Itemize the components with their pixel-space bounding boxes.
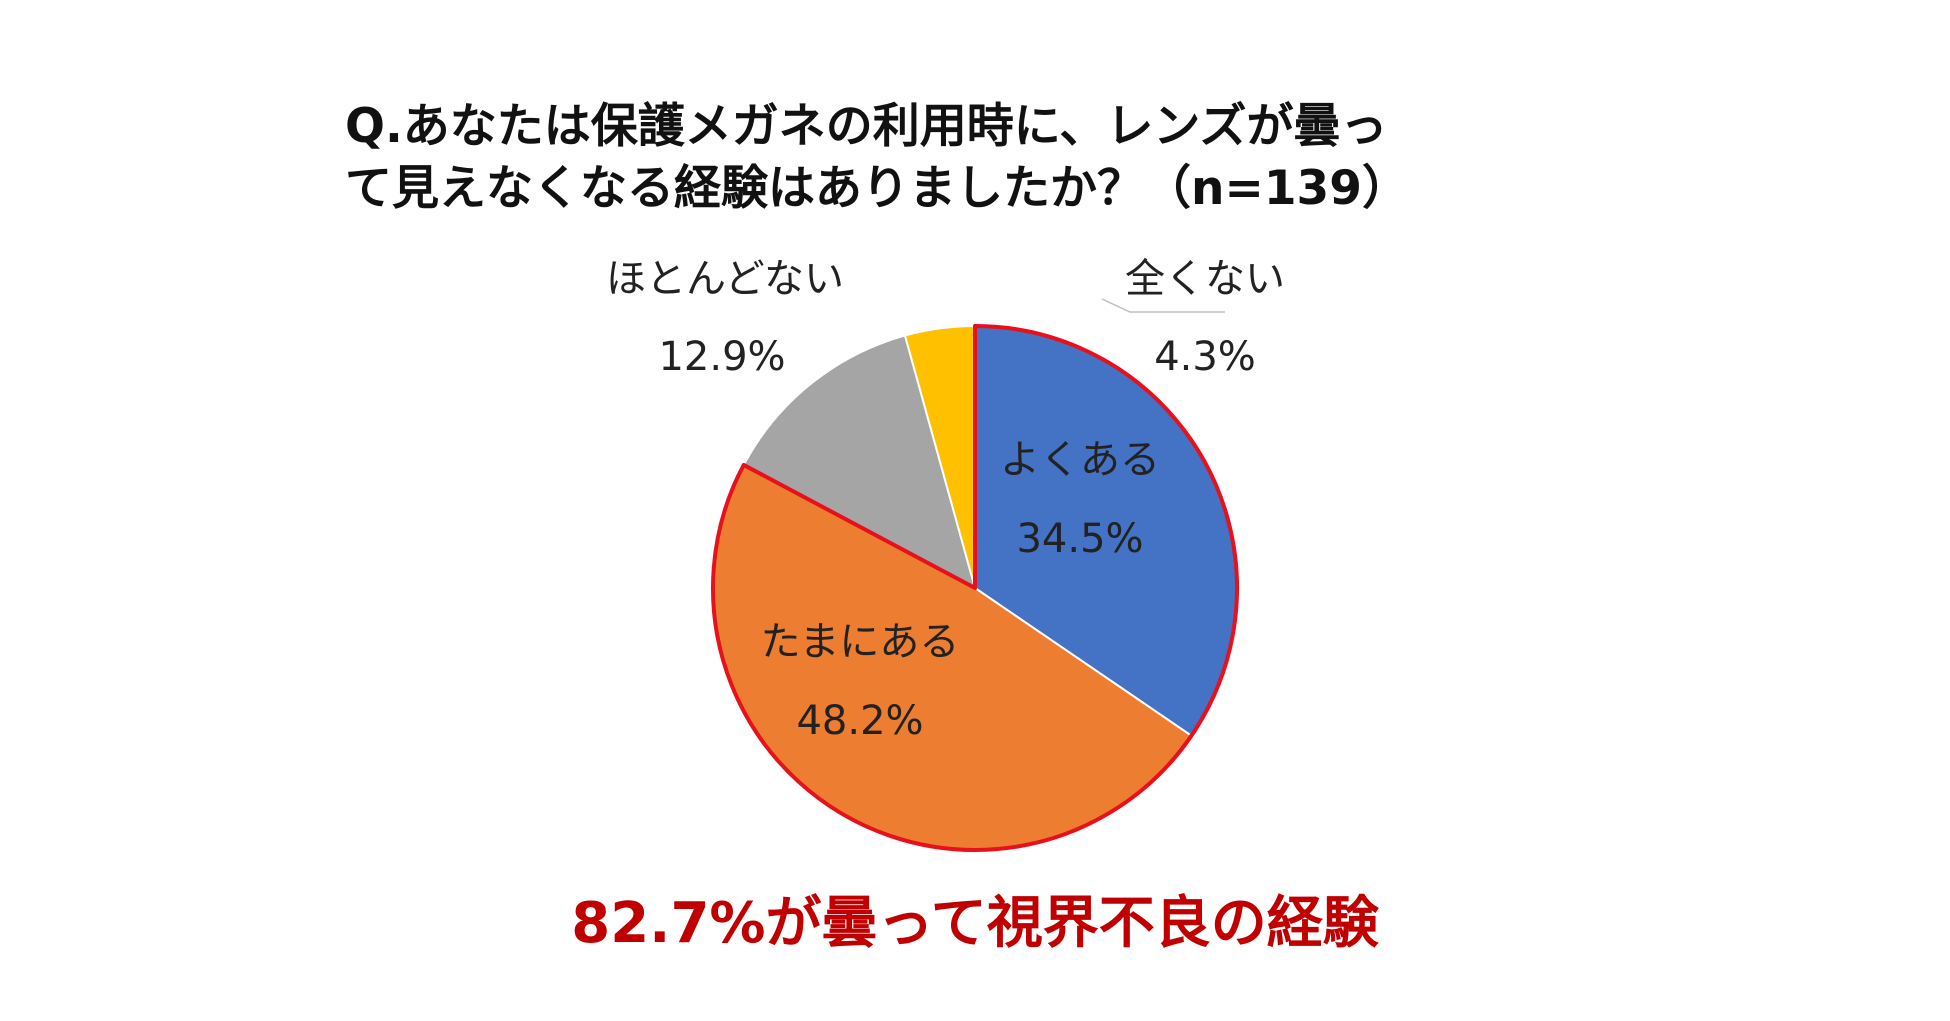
pie-slice-2: [742, 334, 977, 590]
slice-value-zenkunai: 4.3%: [1154, 334, 1256, 380]
slice-value-yokuaru: 34.5%: [1016, 516, 1143, 562]
highlight-outline: [711, 324, 1239, 852]
leader-line-zenkunai: [1101, 298, 1225, 313]
title-line-1: Q.あなたは保護メガネの利用時に、レンズが曇っ: [345, 99, 1388, 154]
slice-value-tamaniaru: 48.2%: [796, 698, 923, 744]
slice-label-yokuaru: よくある: [1000, 437, 1160, 483]
title-line-2: て見えなくなる経験はありましたか？（n=139）: [345, 161, 1409, 216]
slice-label-tamaniaru: たまにある: [761, 619, 960, 665]
slice-value-hotondonai: 12.9%: [658, 334, 785, 380]
slice-label-zenkunai: 全くない: [1125, 256, 1285, 302]
summary-callout: 82.7%が曇って視界不良の経験: [571, 891, 1379, 956]
slice-label-hotondonai: ほとんどない: [606, 256, 844, 302]
chart-title: Q.あなたは保護メガネの利用時に、レンズが曇っ て見えなくなる経験はありましたか…: [345, 96, 1685, 220]
